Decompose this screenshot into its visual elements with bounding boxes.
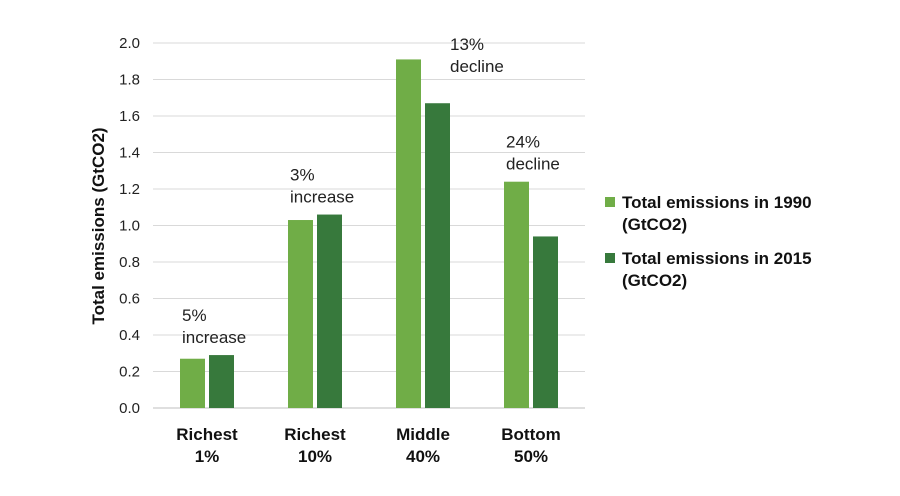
bar-1990-0 [180,358,205,408]
bar-1990-3 [504,181,529,408]
change-annotation: 13% decline [450,35,504,76]
legend-entry: Total emissions in 1990 (GtCO2) [622,193,812,234]
bars [180,59,558,409]
y-tick-label: 0.2 [119,364,140,381]
y-tick-label: 0.8 [119,254,140,271]
bar-1990-1 [288,220,313,408]
y-tick-label: 1.4 [119,145,140,162]
legend-entry: Total emissions in 2015 (GtCO2) [622,249,812,290]
bar-2015-3 [533,236,558,408]
category-label: Richest 10% [284,425,346,466]
category-label: Richest 1% [176,425,238,466]
legend: Total emissions in 1990 (GtCO2) Total emis… [605,193,812,290]
change-annotation: 3% increase [290,166,354,207]
y-tick-label: 1.0 [119,218,140,235]
y-tick-labels: 0.0 0.2 0.4 0.6 0.8 1.0 1.2 1.4 1.6 1.8 2.0 [119,35,140,417]
bar-2015-1 [317,214,342,408]
category-labels: Richest 1% Richest 10% Middle 40% Bottom 50% [176,425,560,466]
y-tick-label: 1.8 [119,72,140,89]
legend-swatch [605,253,615,263]
y-tick-label: 1.2 [119,181,140,198]
bar-2015-2 [425,103,450,408]
annotations: 5% increase 3% increase 13% decline 24% decline [182,35,560,347]
category-label: Bottom 50% [501,425,560,466]
y-tick-label: 0.6 [119,291,140,308]
y-axis-label: Total emissions (GtCO2) [89,127,108,324]
change-annotation: 24% decline [506,133,560,174]
bar-2015-0 [209,355,234,408]
y-tick-label: 2.0 [119,35,140,52]
change-annotation: 5% increase [182,306,246,347]
legend-swatch [605,197,615,207]
y-tick-label: 1.6 [119,108,140,125]
y-tick-label: 0.0 [119,400,140,417]
y-tick-label: 0.4 [119,327,140,344]
category-label: Middle 40% [396,425,450,466]
bar-1990-2 [396,59,421,409]
